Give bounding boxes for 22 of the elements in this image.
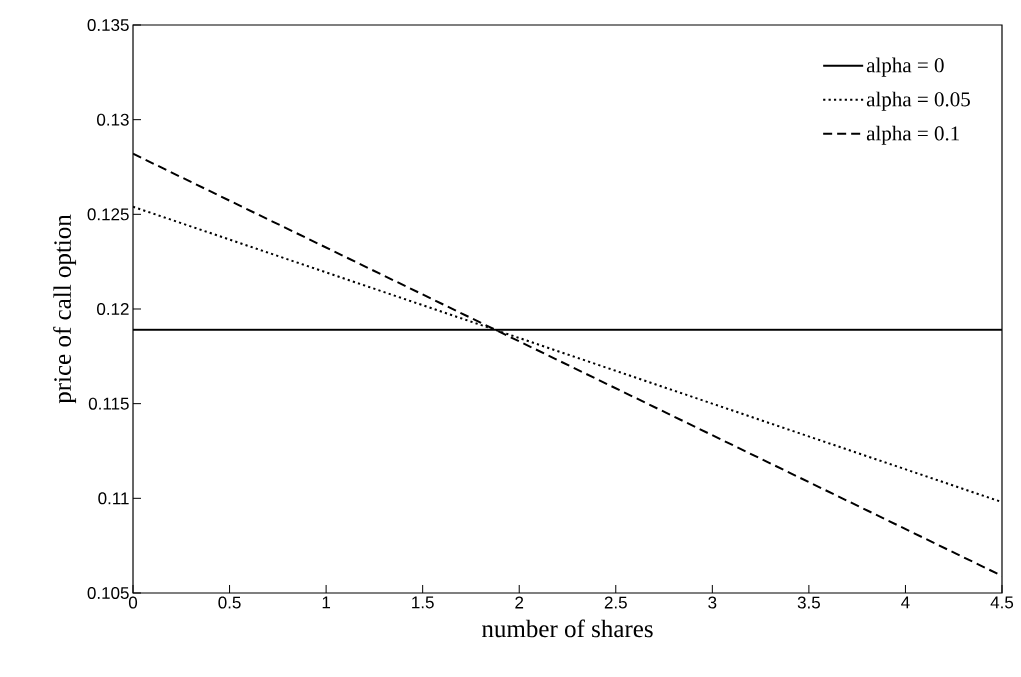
x-tick-label: 1 xyxy=(322,596,331,609)
x-tick-label: 2.5 xyxy=(604,596,627,609)
x-tick-label: 0 xyxy=(128,596,138,609)
x-tick-label: 1.5 xyxy=(412,596,434,609)
y-tick-label: 0.135 xyxy=(87,18,129,32)
legend-label: alpha = 0.05 xyxy=(866,91,970,111)
x-axis-title: number of shares xyxy=(482,619,653,638)
y-axis-title: price of call option xyxy=(53,214,77,404)
x-tick-label: 3.5 xyxy=(797,596,820,609)
y-tick-label: 0.105 xyxy=(87,586,129,600)
y-tick-label: 0.11 xyxy=(98,492,129,505)
x-tick-label: 3 xyxy=(708,596,717,609)
y-tick-label: 0.125 xyxy=(87,208,129,221)
legend-label: alpha = 0.1 xyxy=(866,125,959,145)
y-tick-label: 0.13 xyxy=(97,113,129,126)
x-tick-label: 4 xyxy=(901,596,910,609)
x-tick-label: 2 xyxy=(515,596,524,609)
x-tick-label: 0.5 xyxy=(218,596,241,609)
x-tick-label: 4.5 xyxy=(990,596,1014,609)
y-tick-label: 0.115 xyxy=(88,397,129,410)
legend-label: alpha = 0 xyxy=(866,57,944,77)
y-tick-label: 0.12 xyxy=(97,302,129,316)
